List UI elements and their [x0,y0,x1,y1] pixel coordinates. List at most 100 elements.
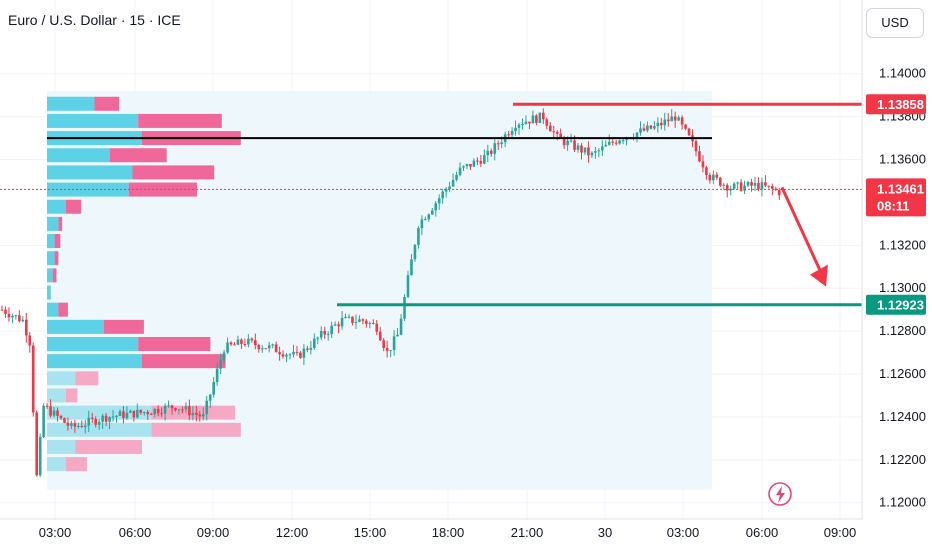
candle-body [420,219,424,229]
candle-body [212,382,215,395]
candle-body [479,160,483,164]
vp-bar-down [54,251,59,266]
candle-body [736,182,739,184]
candle-body [77,425,80,427]
price-tags: 1.13858 1.12923 1.13461 08:11 [866,94,926,315]
candle-body [66,422,70,426]
x-tick-label: 03:00 [667,525,700,540]
candle-body [573,140,576,150]
candle-body [500,142,503,145]
candle-body [101,415,104,422]
candle-body [712,174,715,181]
vp-bar-up [47,96,95,111]
candle-body [160,413,163,415]
y-tick-label: 1.12400 [879,409,926,424]
candle-body [656,122,660,127]
candle-body [358,319,361,322]
candle-body [149,413,153,415]
vp-bar-down [75,371,99,386]
candle-body [660,122,663,126]
candle-body [677,117,680,121]
candle-body [129,410,132,413]
candle-body [205,400,209,415]
candle-body [302,348,306,358]
candle-body [552,131,556,133]
candle-body [680,117,684,125]
vp-bar-up [47,182,129,197]
candle-body [368,322,372,324]
candle-body [430,210,434,215]
y-tick-label: 1.14000 [879,66,926,81]
candle-body [777,189,781,196]
price-levels [0,102,862,307]
candle-body [278,352,281,355]
candle-body [496,143,500,145]
vp-bar-up [47,302,59,317]
candle-body [195,412,198,415]
candle-body [201,414,205,417]
candle-body [451,179,455,187]
arrow-shaft [780,186,824,276]
vp-bar-down [66,388,78,403]
x-tick-label: 30 [598,525,612,540]
candle-body [208,394,212,401]
candle-body [535,115,538,123]
candle-body [56,410,59,416]
candle-body [750,182,753,186]
candle-body [729,188,732,191]
candle-body [705,167,708,176]
x-tick-label: 06:00 [119,525,152,540]
candle-body [288,354,292,356]
current-price-tag-bg [866,178,926,217]
x-tick-label: 12:00 [276,525,309,540]
candle-body [666,119,670,122]
vp-bar-up [47,285,51,300]
vp-bar-up [47,234,55,249]
candle-body [38,436,42,476]
candle-body [35,412,38,476]
candle-body [774,188,778,190]
candle-body [611,141,615,143]
candle-body [694,141,698,152]
vp-bar-up [47,319,104,334]
vp-bar-down [94,96,120,111]
candle-body [517,124,521,128]
candle-body [18,315,21,322]
arrow-head [810,264,828,287]
y-tick-label: 1.13000 [879,280,926,295]
candles [0,108,781,478]
candle-body [771,186,774,189]
vp-bar-up [47,165,133,180]
candle-body [326,334,330,336]
candle-body [156,408,160,414]
candle-body [472,160,476,167]
candle-body [104,415,108,422]
currency-selector[interactable]: USD [866,8,924,38]
candle-body [94,418,97,425]
lightning-icon[interactable] [768,482,792,506]
candle-body [177,409,181,411]
projection-arrow [780,186,828,287]
candle-body [760,182,764,190]
candle-body [621,140,625,142]
candle-body [365,320,368,324]
candle-body [226,342,229,353]
candle-body [601,146,604,151]
candle-body [188,406,191,416]
candle-body [583,147,587,153]
candle-body [257,345,261,350]
candle-body [427,214,431,220]
candle-body [417,228,420,245]
vp-bar-up [47,216,59,231]
chart-title: Euro / U.S. Dollar · 15 · ICE [8,12,181,28]
candle-body [0,309,4,311]
candle-body [236,339,240,345]
x-tick-label: 09:00 [824,525,857,540]
candle-body [580,145,583,153]
vp-bar-up [47,199,66,214]
candle-body [260,348,264,350]
vp-bar-down [142,354,226,369]
vp-bar-up [47,251,55,266]
candle-body [347,316,351,318]
